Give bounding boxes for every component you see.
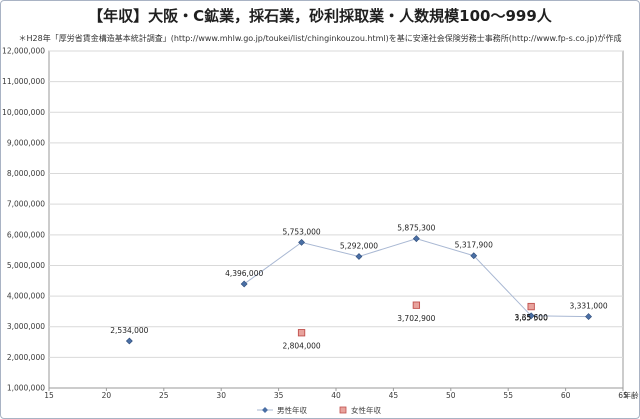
male-point [585, 313, 592, 321]
chart-title: 【年収】大阪・C鉱業，採石業，砂利採取業・人数規模100～999人 [88, 7, 552, 25]
x-tick-label: 15 [44, 391, 54, 400]
y-tick-label: 1,000,000 [7, 384, 45, 393]
x-tick-label: 40 [331, 391, 341, 400]
x-tick-label: 30 [216, 391, 226, 400]
female-data-label: 3,65 500 [514, 314, 548, 323]
y-tick-label: 10,000,000 [2, 108, 45, 117]
series-markers [125, 235, 592, 345]
female-point [412, 301, 421, 309]
male-data-label: 5,317,900 [455, 241, 493, 250]
x-tick-label: 55 [503, 391, 513, 400]
male-point [298, 238, 305, 246]
y-tick-label: 7,000,000 [7, 200, 45, 209]
x-tick-label: 25 [159, 391, 169, 400]
female-point [297, 329, 306, 337]
legend-female-marker [339, 406, 347, 414]
male-data-label: 4,396,000 [225, 269, 263, 278]
male-point [527, 312, 535, 320]
female-data-label: 3,702,900 [397, 314, 435, 323]
male-data-label: 3,331,000 [569, 302, 607, 311]
male-point [240, 280, 248, 288]
male-data-label: 5,875,300 [397, 224, 435, 233]
x-axis-label: 年齢 [624, 390, 639, 400]
female-point [527, 302, 535, 311]
grid-lines [49, 50, 623, 358]
male-point [125, 337, 133, 345]
x-tick-label: 35 [274, 391, 284, 400]
plot-area [48, 50, 624, 389]
male-data-label: 3,35 600 [514, 313, 548, 322]
male-point [412, 235, 420, 243]
x-tick-label: 50 [446, 391, 456, 400]
x-tick-label: 45 [389, 391, 399, 400]
y-tick-label: 2,000,000 [7, 353, 45, 362]
legend-male-marker [262, 407, 268, 413]
legend-female-label: 女性年収 [351, 405, 381, 415]
female-data-label: 2,804,000 [282, 342, 320, 351]
male-point [470, 252, 478, 260]
legend-male-label: 男性年収 [277, 405, 307, 415]
male-point [355, 253, 363, 260]
y-tick-label: 3,000,000 [7, 322, 45, 331]
male-data-label: 5,292,000 [340, 242, 378, 251]
chart-subtitle: ＊H28年「厚労省賃金構造基本統計調査」(http://www.mhlw.go.… [18, 34, 622, 43]
x-axis-ticks: 15 20 25 30 35 40 45 50 55 60 65 [44, 388, 628, 400]
data-labels: 2,534,000 4,396,000 5,753,000 5,292,000 5,87… [110, 224, 608, 351]
y-tick-label: 12,000,000 [2, 47, 45, 56]
x-tick-label: 65 [618, 391, 628, 400]
y-tick-label: 11,000,000 [2, 77, 45, 86]
male-data-label: 2,534,000 [110, 326, 148, 335]
male-data-label: 5,753,000 [282, 227, 320, 236]
legend: 男性年収 女性年収 [257, 405, 381, 415]
y-tick-label: 9,000,000 [7, 138, 45, 147]
y-tick-label: 4,000,000 [7, 292, 45, 301]
y-tick-label: 5,000,000 [7, 261, 45, 270]
x-tick-label: 60 [561, 391, 571, 400]
x-tick-label: 20 [102, 391, 112, 400]
y-tick-label: 6,000,000 [7, 230, 45, 239]
y-tick-label: 8,000,000 [7, 169, 45, 178]
y-axis-ticks: 1,000,000 2,000,000 3,000,000 4,000,000 5,00… [2, 47, 45, 393]
